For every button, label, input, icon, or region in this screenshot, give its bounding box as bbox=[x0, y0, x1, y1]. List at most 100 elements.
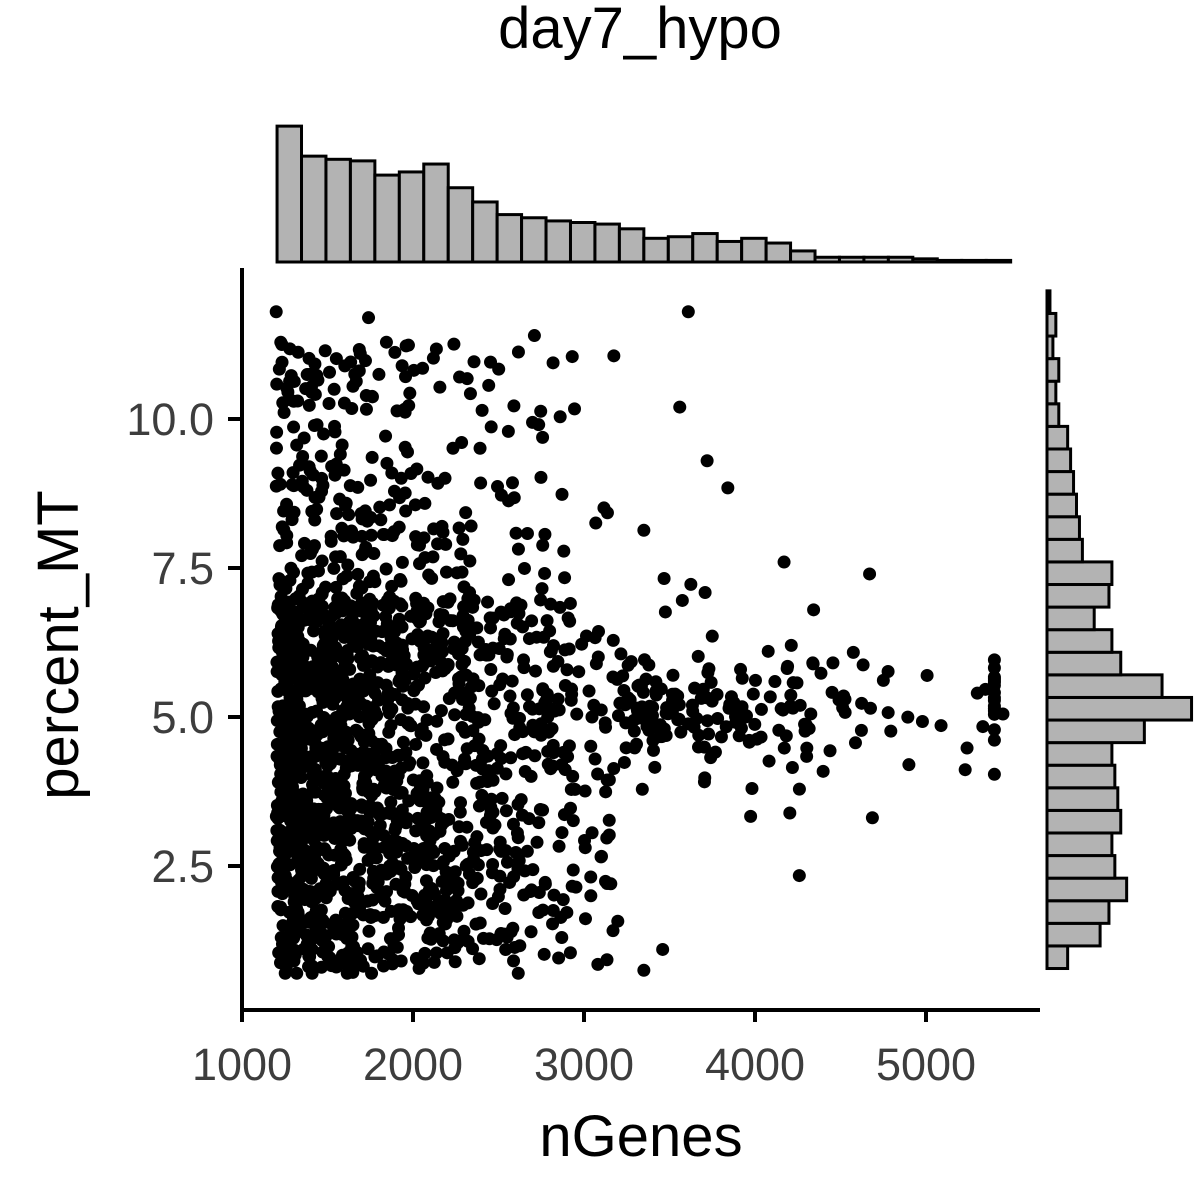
scatter-point bbox=[286, 914, 300, 928]
scatter-point bbox=[399, 745, 413, 759]
y-histogram-bar bbox=[1045, 808, 1123, 835]
x-histogram-bar bbox=[275, 124, 304, 264]
scatter-point bbox=[322, 681, 336, 695]
scatter-point bbox=[328, 691, 342, 705]
scatter-point bbox=[685, 698, 699, 712]
scatter-point bbox=[337, 796, 351, 810]
scatter-point bbox=[700, 454, 714, 468]
scatter-point bbox=[515, 808, 529, 822]
scatter-point bbox=[352, 902, 366, 916]
scatter-point bbox=[504, 605, 518, 619]
scatter-point bbox=[582, 684, 596, 698]
scatter-point bbox=[546, 904, 560, 918]
scatter-point bbox=[341, 558, 355, 572]
scatter-point bbox=[484, 621, 498, 635]
scatter-point bbox=[416, 756, 430, 770]
scatter-point bbox=[370, 949, 384, 963]
scatter-point bbox=[317, 748, 331, 762]
scatter-point bbox=[506, 817, 520, 831]
scatter-point bbox=[491, 480, 505, 494]
scatter-point bbox=[430, 714, 444, 728]
x-tick-label: 3000 bbox=[534, 1039, 634, 1090]
y-histogram-bar bbox=[1045, 402, 1061, 428]
x-histogram-bar bbox=[568, 221, 597, 264]
scatter-point bbox=[453, 834, 467, 848]
scatter-point bbox=[694, 691, 708, 705]
scatter-point bbox=[364, 473, 378, 487]
scatter-point bbox=[534, 404, 548, 418]
scatter-point bbox=[729, 715, 743, 729]
scatter-point bbox=[458, 725, 472, 739]
scatter-point bbox=[537, 947, 551, 961]
scatter-point bbox=[464, 680, 478, 694]
scatter-point bbox=[358, 732, 372, 746]
scatter-point bbox=[611, 709, 625, 723]
scatter-point bbox=[274, 335, 288, 349]
x-histogram-bar bbox=[348, 159, 377, 264]
scatter-point bbox=[421, 909, 435, 923]
scatter-point bbox=[459, 506, 473, 520]
scatter-point bbox=[690, 711, 704, 725]
x-histogram-bar bbox=[911, 257, 939, 264]
scatter-point bbox=[754, 702, 768, 716]
scatter-point bbox=[471, 858, 485, 872]
scatter-point bbox=[382, 685, 396, 699]
scatter-point bbox=[607, 349, 621, 363]
scatter-point bbox=[367, 609, 381, 623]
scatter-point bbox=[276, 919, 290, 933]
scatter-point bbox=[376, 910, 390, 924]
y-histogram-bar bbox=[1045, 695, 1194, 722]
scatter-point bbox=[399, 839, 413, 853]
scatter-point bbox=[327, 921, 341, 935]
scatter-point bbox=[748, 717, 762, 731]
x-histogram-bar bbox=[520, 216, 548, 264]
scatter-point bbox=[371, 761, 385, 775]
scatter-point bbox=[435, 519, 449, 533]
scatter-point bbox=[374, 656, 388, 670]
x-axis-ticks: 1000 2000 3000 4000 5000 bbox=[192, 1010, 976, 1090]
scatter-point bbox=[456, 620, 470, 634]
scatter-point bbox=[467, 355, 481, 369]
scatter-point bbox=[302, 858, 316, 872]
scatter-point bbox=[329, 580, 343, 594]
scatter-point bbox=[786, 701, 800, 715]
scatter-point bbox=[792, 869, 806, 883]
scatter-point bbox=[283, 342, 297, 356]
scatter-point bbox=[273, 803, 287, 817]
scatter-point bbox=[490, 933, 504, 947]
scatter-point bbox=[355, 529, 369, 543]
scatter-point bbox=[502, 573, 516, 587]
scatter-point bbox=[417, 775, 431, 789]
scatter-point bbox=[289, 802, 303, 816]
scatter-point bbox=[319, 580, 333, 594]
scatter-point bbox=[560, 905, 574, 919]
scatter-point bbox=[338, 359, 352, 373]
scatter-point bbox=[575, 637, 589, 651]
scatter-point bbox=[527, 725, 541, 739]
scatter-point bbox=[657, 572, 671, 586]
scatter-point bbox=[407, 667, 421, 681]
scatter-point bbox=[560, 663, 574, 677]
scatter-point bbox=[329, 606, 343, 620]
scatter-point bbox=[314, 960, 328, 974]
scatter-point bbox=[527, 329, 541, 343]
scatter-point bbox=[361, 894, 375, 908]
scatter-point bbox=[453, 796, 467, 810]
scatter-point bbox=[524, 925, 538, 939]
scatter-point bbox=[337, 833, 351, 847]
scatter-point bbox=[337, 594, 351, 608]
y-axis-ticks: 2.5 5.0 7.5 10.0 bbox=[126, 394, 242, 892]
scatter-point bbox=[280, 536, 294, 550]
x-histogram-bar bbox=[886, 255, 915, 264]
scatter-point bbox=[310, 828, 324, 842]
scatter-point bbox=[466, 845, 480, 859]
y-histogram-bar bbox=[1045, 583, 1111, 609]
scatter-point bbox=[512, 854, 526, 868]
scatter-point bbox=[688, 681, 702, 695]
scatter-point bbox=[464, 519, 478, 533]
scatter-point bbox=[401, 701, 415, 715]
scatter-point bbox=[380, 456, 394, 470]
scatter-point bbox=[319, 891, 333, 905]
y-histogram-bar bbox=[1045, 718, 1146, 745]
scatter-point bbox=[435, 857, 449, 871]
